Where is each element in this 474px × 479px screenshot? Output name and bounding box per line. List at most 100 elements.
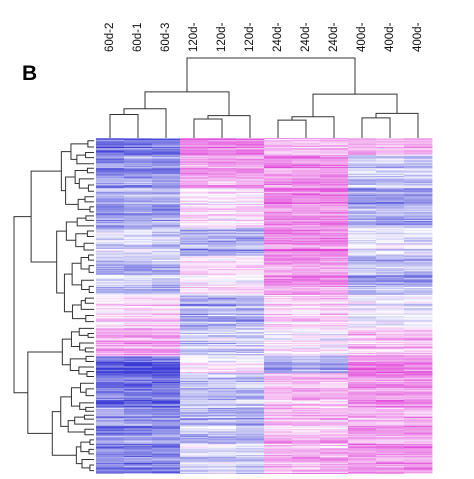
heatmap-cell [208,301,237,304]
heatmap-cell [376,377,405,380]
heatmap-cell [152,318,181,320]
heatmap-cell [208,188,237,190]
heatmap-cell [236,326,265,328]
heatmap-cell [180,452,209,455]
heatmap-cell [376,256,405,259]
heatmap-cell [404,322,433,325]
heatmap-cell [236,168,265,170]
heatmap-cell [320,355,349,357]
heatmap-cell [236,224,265,226]
heatmap-cell [264,248,293,251]
heatmap-cell [124,253,153,255]
heatmap-cell [264,194,293,196]
heatmap-cell [180,454,209,457]
heatmap-cell [236,262,265,264]
heatmap-cell [292,435,321,438]
heatmap-cell [96,218,125,221]
heatmap-cell [152,293,181,296]
heatmap-cell [376,413,405,416]
heatmap-cell [124,376,153,379]
heatmap-cell [348,350,377,353]
heatmap-cell [96,347,125,349]
heatmap-cell [124,318,153,320]
heatmap-cell [264,170,293,172]
heatmap-cell [124,189,153,192]
heatmap-cell [124,269,153,271]
heatmap-cell [320,276,349,279]
heatmap-cell [348,340,377,343]
heatmap-cell [236,370,265,373]
heatmap-cell [264,188,293,190]
heatmap-cell [292,190,321,193]
heatmap-cell [152,185,181,187]
heatmap-cell [376,434,405,437]
heatmap-cell [152,271,181,273]
heatmap-cell [152,358,181,361]
column-label: 60d-2 [104,23,116,52]
heatmap-cell [124,282,153,284]
heatmap-cell [320,349,349,352]
heatmap-cell [124,448,153,450]
heatmap-cell [96,365,125,367]
heatmap-cell [320,246,349,249]
heatmap-cell [376,386,405,389]
heatmap-cell [124,222,153,224]
heatmap-cell [264,388,293,391]
heatmap-cell [376,451,405,454]
heatmap-cell [404,235,433,237]
heatmap-cell [236,162,265,165]
heatmap-cell [96,441,125,444]
heatmap-cell [236,286,265,289]
heatmap-cell [96,190,125,193]
heatmap-cell [96,191,125,194]
heatmap-cell [348,407,377,410]
heatmap-cell [152,326,181,328]
heatmap-cell [376,321,405,324]
heatmap-cell [264,391,293,393]
heatmap-cell [152,204,181,206]
heatmap-cell [180,424,209,427]
heatmap-cell [320,150,349,152]
heatmap-cell [152,359,181,362]
heatmap-cell [208,290,237,292]
heatmap-cell [236,317,265,319]
heatmap-cell [96,368,125,371]
heatmap-cell [264,148,293,150]
heatmap-cell [320,392,349,394]
heatmap-cell [180,263,209,265]
heatmap-cell [292,146,321,149]
heatmap-cell [152,400,181,402]
heatmap-cell [264,334,293,336]
heatmap-cell [292,273,321,276]
heatmap-cell [208,217,237,220]
heatmap-cell [180,370,209,373]
row-dendrogram-link [78,366,94,375]
column-label: 400d- [412,22,424,52]
heatmap-cell [404,155,433,158]
heatmap-cell [320,303,349,306]
heatmap-cell [320,196,349,198]
heatmap-cell [180,413,209,416]
heatmap-cell [180,152,209,155]
heatmap-cell [208,340,237,343]
heatmap-cell [264,374,293,376]
heatmap-cell [124,330,153,333]
heatmap-cell [180,457,209,459]
heatmap-cell [96,247,125,250]
heatmap-cell [152,263,181,265]
heatmap-cell [124,223,153,225]
heatmap-cell [152,467,181,469]
heatmap-cell [348,155,377,158]
heatmap-cell [264,269,293,271]
heatmap-cell [180,253,209,255]
heatmap-cell [292,462,321,465]
heatmap-cell [376,209,405,212]
heatmap-cell [292,169,321,171]
heatmap-cell [152,297,181,299]
heatmap-cell [236,331,265,334]
heatmap-cell [152,304,181,307]
heatmap-cell [124,224,153,226]
heatmap-cell [208,350,237,353]
column-label: 400d- [356,22,368,52]
heatmap-cell [348,466,377,468]
